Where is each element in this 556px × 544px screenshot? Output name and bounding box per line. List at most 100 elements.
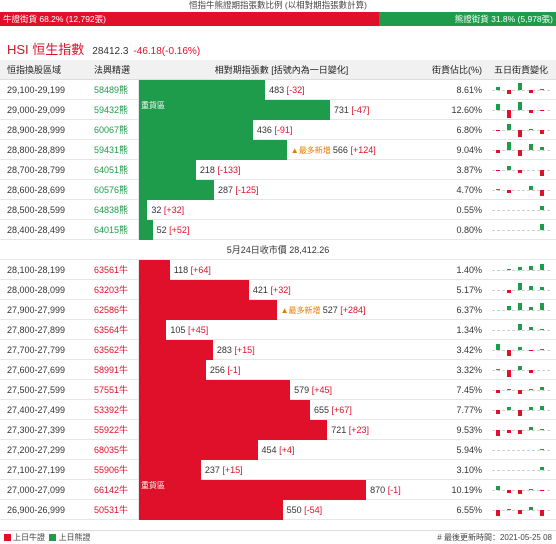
table-row[interactable]: 29,100-29,199 58489熊 483 [-32] 8.61% (0, 80, 556, 100)
spark-bar (540, 190, 544, 196)
close-price-note: 5月24日收市價 28,412.26 (0, 240, 556, 260)
spark-bar (496, 510, 500, 516)
five-day-chart (488, 420, 554, 440)
code-link[interactable]: 58489熊 (94, 85, 129, 95)
code-link[interactable]: 57551牛 (94, 385, 129, 395)
table-row[interactable]: 27,900-27,999 62586牛 ▲最多新增 527 [+284] 6.37% (0, 300, 556, 320)
table-row[interactable]: 26,900-26,999 50531牛 550 [-54] 6.55% (0, 500, 556, 520)
spark-bar (540, 205, 544, 210)
spark-bar (540, 405, 544, 410)
code-link[interactable]: 60067熊 (94, 125, 129, 135)
daily-change: [+67] (331, 405, 352, 415)
code-link[interactable]: 64015熊 (94, 225, 129, 235)
spark-bar (518, 324, 522, 330)
table-row[interactable]: 27,600-27,699 58991牛 256 [-1] 3.32% (0, 360, 556, 380)
table-row[interactable]: 28,900-28,999 60067熊 436 [-91] 6.80% (0, 120, 556, 140)
code-link[interactable]: 55906牛 (94, 465, 129, 475)
five-day-chart (488, 280, 554, 300)
table-row[interactable]: 28,800-28,899 59431熊 ▲最多新增 566 [+124] 9.04% (0, 140, 556, 160)
spark-bar (496, 87, 500, 90)
outstanding-pct: 3.32% (456, 365, 482, 375)
contracts-label: 283 [+15] (217, 340, 255, 360)
spark-baseline (492, 470, 550, 490)
column-divider (138, 220, 139, 240)
spark-bar (529, 285, 533, 290)
range-cell: 28,500-28,599 (7, 205, 66, 215)
five-day-chart (488, 320, 554, 340)
contracts-label: 118 [+64] (174, 260, 211, 280)
five-day-spark (488, 420, 554, 440)
code-link[interactable]: 63561牛 (94, 265, 129, 275)
table-row[interactable]: 27,200-27,299 68035牛 454 [+4] 5.94% (0, 440, 556, 460)
code-link[interactable]: 63203牛 (94, 285, 129, 295)
range-cell: 27,300-27,399 (7, 425, 66, 435)
column-divider (138, 500, 139, 520)
table-row[interactable]: 27,100-27,199 55906牛 237 [+15] 3.10% (0, 460, 556, 480)
table-row[interactable]: 27,300-27,399 55922牛 721 [+23] 9.53% (0, 420, 556, 440)
range-cell: 28,800-28,899 (7, 145, 66, 155)
table-row[interactable]: 28,100-28,199 63561牛 118 [+64] 1.40% (0, 260, 556, 280)
code-link[interactable]: 53392牛 (94, 405, 129, 415)
spark-bar (507, 110, 511, 119)
code-link[interactable]: 59431熊 (94, 145, 129, 155)
code-link[interactable]: 63562牛 (94, 345, 129, 355)
spark-bar (529, 407, 533, 410)
last-updated: # 最後更新時間：2021-05-25 08 (437, 533, 552, 542)
spark-bar (540, 348, 544, 350)
table-row[interactable]: 29,000-29,099 59432熊 重貨區 731 [-47] 12.60% (0, 100, 556, 120)
range-cell: 27,900-27,999 (7, 305, 66, 315)
spark-bar (507, 407, 511, 410)
spark-baseline (492, 450, 550, 470)
code-link[interactable]: 58991牛 (94, 365, 129, 375)
table-row[interactable]: 27,500-27,599 57551牛 579 [+45] 7.45% (0, 380, 556, 400)
outstanding-pct: 3.10% (456, 465, 482, 475)
code-link[interactable]: 68035牛 (94, 445, 129, 455)
table-row[interactable]: 27,400-27,499 53392牛 655 [+67] 7.77% (0, 400, 556, 420)
bar-cell: 579 [+45] (139, 380, 424, 400)
code-link[interactable]: 64051熊 (94, 165, 129, 175)
contracts-bar (139, 420, 328, 440)
contracts-count: 118 (173, 265, 191, 275)
code-link[interactable]: 64838熊 (94, 205, 129, 215)
spark-bar (496, 410, 500, 415)
table-row[interactable]: 27,800-27,899 63564牛 105 [+45] 1.34% (0, 320, 556, 340)
spark-bar (518, 390, 522, 395)
bar-cell: 52 [+52] (139, 220, 424, 240)
outstanding-pct: 10.19% (451, 485, 482, 495)
contracts-label: 579 [+45] (294, 380, 332, 400)
table-row[interactable]: 27,000-27,099 66142牛 重貨區 870 [-1] 10.19% (0, 480, 556, 500)
column-divider (138, 280, 139, 300)
bar-cell: 32 [+32] (139, 200, 424, 220)
spark-bar (518, 267, 522, 270)
code-link[interactable]: 55922牛 (94, 425, 129, 435)
code-link[interactable]: 50531牛 (94, 505, 129, 515)
spark-bar (496, 344, 500, 350)
contracts-count: 566 (332, 145, 351, 155)
spark-bar (518, 283, 522, 290)
five-day-spark (488, 460, 554, 480)
code-link[interactable]: 62586牛 (94, 305, 129, 315)
bar-cell: 287 [-125] (139, 180, 424, 200)
bar-cell: 283 [+15] (139, 340, 424, 360)
table-row[interactable]: 27,700-27,799 63562牛 283 [+15] 3.42% (0, 340, 556, 360)
bar-cell: 454 [+4] (139, 440, 424, 460)
heavy-zone-tag: 重貨區 (141, 101, 165, 110)
spark-bar (540, 88, 544, 90)
code-link[interactable]: 60576熊 (94, 185, 129, 195)
contracts-label: 483 [-32] (269, 80, 305, 100)
table-row[interactable]: 28,400-28,499 64015熊 52 [+52] 0.80% (0, 220, 556, 240)
column-divider (138, 300, 139, 320)
code-link[interactable]: 66142牛 (94, 485, 129, 495)
table-row[interactable]: 28,000-28,099 63203牛 421 [+32] 5.17% (0, 280, 556, 300)
contracts-label: 421 [+32] (253, 280, 291, 300)
table-row[interactable]: 28,500-28,599 64838熊 32 [+32] 0.55% (0, 200, 556, 220)
table-row[interactable]: 28,600-28,699 60576熊 287 [-125] 4.70% (0, 180, 556, 200)
range-cell: 27,500-27,599 (7, 385, 66, 395)
code-link[interactable]: 63564牛 (94, 325, 129, 335)
spark-bar (540, 224, 544, 230)
range-cell: 27,800-27,899 (7, 325, 66, 335)
five-day-chart (488, 500, 554, 520)
daily-change: [+23] (348, 425, 370, 435)
table-row[interactable]: 28,700-28,799 64051熊 218 [-133] 3.87% (0, 160, 556, 180)
code-link[interactable]: 59432熊 (94, 105, 129, 115)
